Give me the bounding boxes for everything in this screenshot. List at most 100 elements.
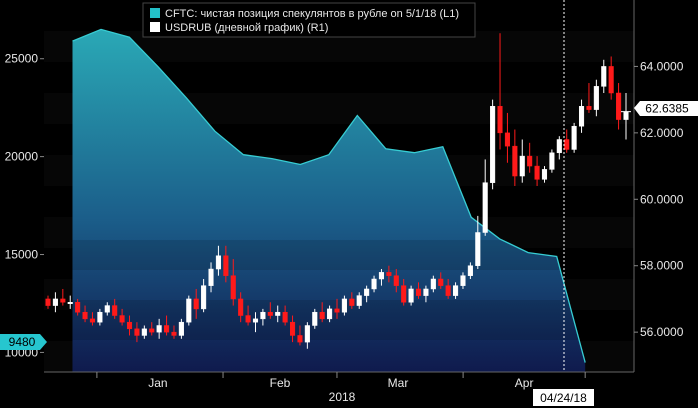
candle-body: [171, 331, 177, 336]
candle-body: [334, 308, 340, 313]
legend-label-usdrub: USDRUB (дневной график) (R1): [165, 22, 328, 34]
candle-body: [541, 169, 548, 180]
candle-body: [490, 106, 496, 183]
candle-body: [453, 285, 459, 296]
candle-body: [504, 132, 510, 147]
right-tick-label: 62.0000: [640, 126, 684, 140]
candle-body: [282, 311, 288, 323]
candle-body: [445, 285, 451, 296]
candle-body: [475, 232, 481, 266]
candle-body: [245, 315, 251, 323]
candle-body: [608, 66, 614, 94]
candle-body: [534, 165, 540, 180]
candle-body: [156, 325, 162, 333]
candle-body: [438, 278, 444, 286]
candle-body: [208, 268, 214, 286]
candle-body: [223, 255, 229, 276]
candle-body: [252, 318, 259, 323]
candle-body: [319, 311, 325, 320]
left-tag-shape: [0, 334, 47, 350]
candle-body: [341, 298, 347, 313]
candle-body: [423, 288, 429, 296]
date-tag-box: [533, 389, 594, 406]
candle-body: [327, 308, 333, 320]
right-tick-label: 64.0000: [640, 59, 684, 73]
candle-body: [149, 328, 155, 333]
left-value-tag: 9480: [0, 334, 47, 350]
candle-body: [260, 311, 266, 320]
candle-body: [371, 278, 377, 290]
area-stripe: [72, 240, 586, 270]
candle-body: [564, 139, 570, 150]
date-tag: 04/24/18: [533, 389, 594, 406]
candle-body: [104, 305, 110, 313]
candle-body: [297, 335, 303, 343]
right-tick-label: 58.0000: [640, 259, 684, 273]
x-tick-label: Apr: [515, 376, 534, 390]
candle-body: [312, 311, 318, 326]
right-tick-label: 60.0000: [640, 192, 684, 206]
cftc-line: [72, 28, 586, 363]
right-tick-label: 56.0000: [640, 325, 684, 339]
candle-body: [82, 311, 88, 320]
right-tag-text: 62.6385: [645, 102, 689, 116]
right-value-tag: 62.6385: [634, 101, 698, 116]
x-tick-label: Feb: [270, 376, 291, 390]
candle-body: [408, 288, 414, 303]
x-axis-ticks: Jan Feb Mar Apr: [96, 372, 586, 390]
area-stripes: [72, 240, 586, 340]
candle-body: [556, 139, 562, 154]
candle-body: [112, 305, 118, 316]
candle-body: [97, 311, 103, 323]
candle-body: [275, 311, 281, 316]
date-tag-text: 04/24/18: [540, 391, 587, 405]
left-tick-label: 15000: [5, 248, 39, 262]
legend-box: [142, 2, 476, 38]
right-tag-shape: [634, 101, 698, 116]
candle-body: [356, 295, 362, 306]
candle-body: [393, 275, 399, 286]
candle-body: [238, 298, 244, 316]
candle-body: [497, 106, 503, 134]
candle-body: [593, 86, 599, 110]
x-year-label: 2018: [329, 390, 356, 404]
candle-body: [616, 92, 622, 120]
candle-body: [178, 321, 184, 336]
candle-body: [141, 328, 147, 336]
candle-body: [134, 328, 140, 336]
right-axis-ticks: 56.0000 58.0000 60.0000 62.0000 64.0000: [634, 59, 684, 339]
candle-body: [289, 321, 296, 336]
candle-body: [67, 302, 73, 304]
left-tag-text: 9480: [9, 335, 36, 349]
legend-swatch-usdrub: [150, 22, 160, 32]
candle-body: [549, 152, 555, 170]
legend-swatch-cftc: [150, 8, 160, 18]
area-stripe: [72, 300, 586, 340]
candle-body: [164, 325, 170, 333]
candle-body: [60, 298, 66, 303]
candle-body: [364, 288, 370, 296]
legend: CFTC: чистая позиция спекулянтов в рубле…: [142, 2, 476, 38]
left-tick-label: 20000: [5, 150, 39, 164]
candle-body: [186, 298, 192, 323]
candle-body: [430, 278, 436, 290]
x-tick-label: Jan: [148, 376, 167, 390]
candle-body: [386, 272, 392, 276]
candle-body: [512, 145, 518, 177]
candle-body: [45, 298, 51, 306]
x-tick-label: Mar: [388, 376, 409, 390]
candle-body: [460, 275, 466, 286]
candle-body: [75, 302, 81, 313]
usdrub-candles: [45, 33, 631, 349]
candle-body: [578, 106, 585, 127]
candle-body: [52, 298, 58, 306]
candle-body: [119, 315, 125, 323]
candle-body: [527, 155, 533, 167]
candle-body: [623, 111, 629, 120]
candle-body: [193, 298, 199, 310]
candle-body: [482, 182, 488, 233]
left-tick-label: 25000: [5, 52, 39, 66]
